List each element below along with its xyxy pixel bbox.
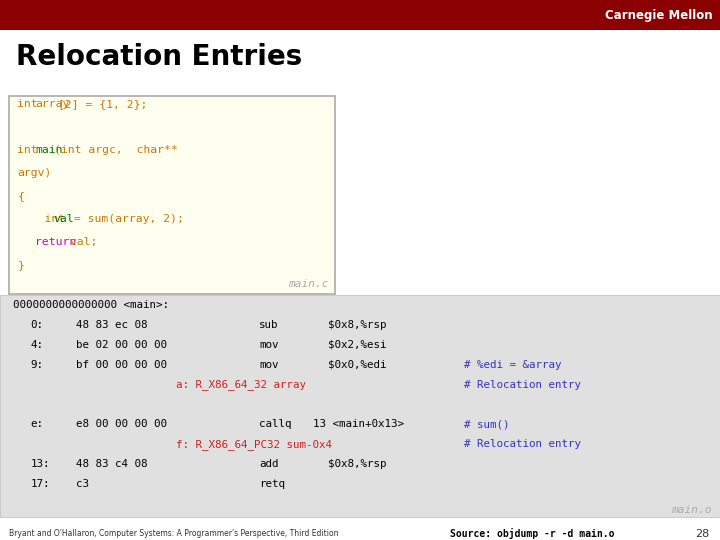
Text: bf 00 00 00 00: bf 00 00 00 00 [76, 360, 166, 370]
Text: retq: retq [259, 479, 285, 489]
Text: main.o: main.o [671, 504, 711, 515]
Text: argv): argv) [17, 168, 52, 178]
Text: int: int [17, 99, 45, 109]
Text: main.c: main.c [289, 279, 329, 289]
Text: Source: objdump -r -d main.o: Source: objdump -r -d main.o [450, 528, 614, 539]
Text: int: int [17, 145, 45, 156]
Text: sub: sub [259, 320, 279, 330]
Text: a: R_X86_64_32 array: a: R_X86_64_32 array [176, 379, 307, 390]
Text: $0x8,%rsp: $0x8,%rsp [328, 320, 386, 330]
Text: 48 83 c4 08: 48 83 c4 08 [76, 459, 147, 469]
Text: mov: mov [259, 360, 279, 370]
Text: mov: mov [259, 340, 279, 350]
Text: $0x8,%rsp: $0x8,%rsp [328, 459, 386, 469]
Text: f: R_X86_64_PC32 sum-0x4: f: R_X86_64_PC32 sum-0x4 [176, 438, 333, 449]
Text: 48 83 ec 08: 48 83 ec 08 [76, 320, 147, 330]
Text: }: } [17, 260, 24, 271]
Text: 0:: 0: [30, 320, 43, 330]
Text: 9:: 9: [30, 360, 43, 370]
Text: # sum(): # sum() [464, 419, 510, 429]
Text: # %edi = &array: # %edi = &array [464, 360, 562, 370]
Text: e:: e: [30, 419, 43, 429]
Text: val;: val; [63, 237, 97, 247]
Text: Carnegie Mellon: Carnegie Mellon [606, 9, 713, 22]
Text: 0000000000000000 <main>:: 0000000000000000 <main>: [13, 300, 169, 310]
Bar [0, 295, 720, 517]
Text: [2] = {1, 2};: [2] = {1, 2}; [58, 99, 148, 109]
Text: # Relocation entry: # Relocation entry [464, 439, 582, 449]
Text: = sum(array, 2);: = sum(array, 2); [67, 214, 184, 224]
Text: $0x0,%edi: $0x0,%edi [328, 360, 386, 370]
Text: e8 00 00 00 00: e8 00 00 00 00 [76, 419, 166, 429]
Bar [0, 0, 720, 30]
Bar [9, 96, 335, 294]
Text: # Relocation entry: # Relocation entry [464, 380, 582, 389]
Text: 13:: 13: [30, 459, 50, 469]
Text: 13 <main+0x13>: 13 <main+0x13> [313, 419, 404, 429]
Text: Bryant and O'Hallaron, Computer Systems: A Programmer's Perspective, Third Editi: Bryant and O'Hallaron, Computer Systems:… [9, 529, 338, 538]
Text: return: return [35, 237, 76, 247]
Text: 17:: 17: [30, 479, 50, 489]
Text: c3: c3 [76, 479, 89, 489]
Text: (int argc,  char**: (int argc, char** [53, 145, 177, 156]
Text: be 02 00 00 00: be 02 00 00 00 [76, 340, 166, 350]
Text: $0x2,%esi: $0x2,%esi [328, 340, 386, 350]
Text: add: add [259, 459, 279, 469]
Text: int: int [17, 214, 72, 224]
Text: val: val [53, 214, 74, 224]
Text: {: { [17, 191, 24, 201]
Text: array: array [35, 99, 70, 109]
Text: callq: callq [259, 419, 292, 429]
Text: main: main [35, 145, 63, 156]
Text: 28: 28 [695, 529, 709, 538]
Text: Relocation Entries: Relocation Entries [16, 43, 302, 71]
Text: 4:: 4: [30, 340, 43, 350]
